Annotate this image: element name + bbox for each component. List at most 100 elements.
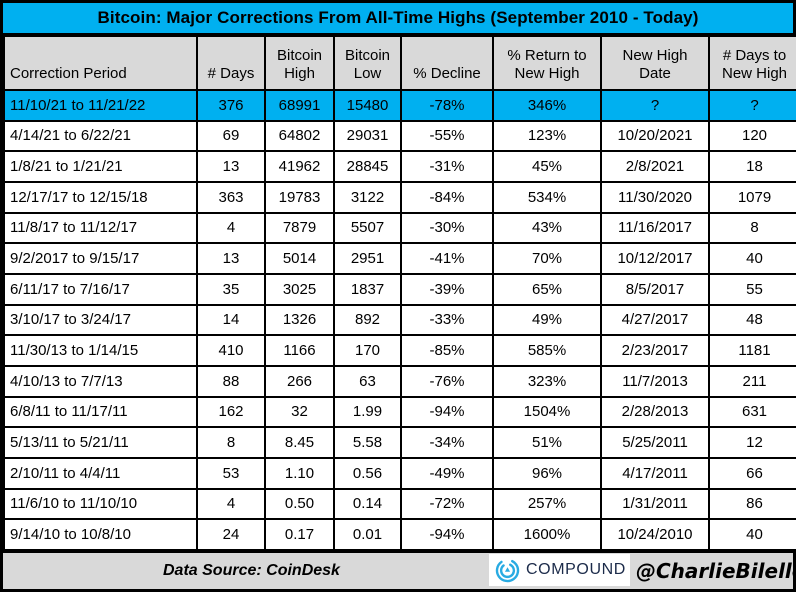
- value-cell: -33%: [400, 303, 494, 337]
- value-cell: -34%: [400, 426, 494, 459]
- value-cell: ?: [708, 89, 796, 122]
- value-cell: 0.14: [333, 487, 402, 521]
- table-row: 11/8/17 to 11/12/17 4 7879 5507 -30% 43% 11/16…: [3, 211, 796, 245]
- value-cell: 8: [708, 211, 796, 245]
- correction-period-cell: 5/13/11 to 5/21/11: [3, 426, 198, 459]
- value-cell: 1.10: [264, 456, 335, 490]
- value-cell: -85%: [400, 334, 494, 367]
- value-cell: 4/17/2011: [600, 456, 710, 490]
- table-row: 6/11/17 to 7/16/17 35 3025 1837 -39% 65% 8/5/2…: [3, 272, 796, 306]
- correction-period-cell: 9/14/10 to 10/8/10: [3, 518, 198, 551]
- value-cell: 35: [196, 272, 266, 306]
- value-cell: 123%: [492, 119, 602, 153]
- value-cell: -94%: [400, 518, 494, 551]
- value-cell: 40: [708, 242, 796, 275]
- column-header-num-days: # Days: [196, 35, 266, 91]
- value-cell: -55%: [400, 119, 494, 153]
- value-cell: 2/28/2013: [600, 395, 710, 429]
- table-row: 2/10/11 to 4/4/11 53 1.10 0.56 -49% 96% 4/17/2…: [3, 456, 796, 490]
- value-cell: 55: [708, 272, 796, 306]
- correction-period-cell: 11/10/21 to 11/21/22: [3, 89, 198, 122]
- value-cell: 24: [196, 518, 266, 551]
- table-row: 4/10/13 to 7/7/13 88 266 63 -76% 323% 11/7/201…: [3, 364, 796, 398]
- value-cell: 15480: [333, 89, 402, 122]
- table-row: 9/14/10 to 10/8/10 24 0.17 0.01 -94% 1600% 10/…: [3, 518, 796, 551]
- value-cell: 70%: [492, 242, 602, 275]
- value-cell: 41962: [264, 150, 335, 183]
- value-cell: 13: [196, 150, 266, 183]
- header-row: Correction Period # Days Bitcoin High Bi…: [3, 35, 796, 91]
- value-cell: 8.45: [264, 426, 335, 459]
- value-cell: 96%: [492, 456, 602, 490]
- value-cell: 162: [196, 395, 266, 429]
- value-cell: -78%: [400, 89, 494, 122]
- compound-c-icon: [494, 557, 521, 584]
- value-cell: 346%: [492, 89, 602, 122]
- title-bar: Bitcoin: Major Corrections From All-Time…: [3, 3, 793, 35]
- value-cell: -39%: [400, 272, 494, 306]
- value-cell: 7879: [264, 211, 335, 245]
- value-cell: 49%: [492, 303, 602, 337]
- value-cell: 12: [708, 426, 796, 459]
- value-cell: -41%: [400, 242, 494, 275]
- correction-period-cell: 12/17/17 to 12/15/18: [3, 180, 198, 214]
- twitter-handle: @CharlieBilello: [636, 559, 796, 583]
- column-header-pct-decline: % Decline: [400, 35, 494, 91]
- column-header-correction-period: Correction Period: [3, 35, 198, 91]
- correction-period-cell: 9/2/2017 to 9/15/17: [3, 242, 198, 275]
- value-cell: 1600%: [492, 518, 602, 551]
- value-cell: 1181: [708, 334, 796, 367]
- table-row: 6/8/11 to 11/17/11 162 32 1.99 -94% 1504% 2/28…: [3, 395, 796, 429]
- value-cell: 45%: [492, 150, 602, 183]
- value-cell: 0.56: [333, 456, 402, 490]
- table-row: 11/30/13 to 1/14/15 410 1166 170 -85% 585% 2/2…: [3, 334, 796, 367]
- value-cell: 257%: [492, 487, 602, 521]
- value-cell: 2/8/2021: [600, 150, 710, 183]
- correction-period-cell: 2/10/11 to 4/4/11: [3, 456, 198, 490]
- value-cell: 4/27/2017: [600, 303, 710, 337]
- table-row: 1/8/21 to 1/21/21 13 41962 28845 -31% 45% 2/8/…: [3, 150, 796, 183]
- table-row: 3/10/17 to 3/24/17 14 1326 892 -33% 49% 4/27/2…: [3, 303, 796, 337]
- value-cell: 266: [264, 364, 335, 398]
- value-cell: 10/24/2010: [600, 518, 710, 551]
- value-cell: 2951: [333, 242, 402, 275]
- value-cell: 1.99: [333, 395, 402, 429]
- value-cell: 8: [196, 426, 266, 459]
- value-cell: 631: [708, 395, 796, 429]
- correction-period-cell: 4/14/21 to 6/22/21: [3, 119, 198, 153]
- value-cell: 1166: [264, 334, 335, 367]
- value-cell: 585%: [492, 334, 602, 367]
- footer: Data Source: CoinDesk COMPOUND @CharlieB…: [3, 551, 796, 589]
- correction-period-cell: 11/30/13 to 1/14/15: [3, 334, 198, 367]
- value-cell: 66: [708, 456, 796, 490]
- value-cell: 0.50: [264, 487, 335, 521]
- value-cell: 48: [708, 303, 796, 337]
- value-cell: -49%: [400, 456, 494, 490]
- value-cell: 19783: [264, 180, 335, 214]
- data-source-label: Data Source: CoinDesk: [163, 562, 340, 579]
- value-cell: 11/7/2013: [600, 364, 710, 398]
- value-cell: 51%: [492, 426, 602, 459]
- column-header-days-to-new-high: # Days to New High: [708, 35, 796, 91]
- value-cell: 4: [196, 211, 266, 245]
- value-cell: 68991: [264, 89, 335, 122]
- value-cell: 14: [196, 303, 266, 337]
- value-cell: 5014: [264, 242, 335, 275]
- correction-period-cell: 3/10/17 to 3/24/17: [3, 303, 198, 337]
- value-cell: 376: [196, 89, 266, 122]
- column-header-bitcoin-low: Bitcoin Low: [333, 35, 402, 91]
- column-header-bitcoin-high: Bitcoin High: [264, 35, 335, 91]
- value-cell: 10/12/2017: [600, 242, 710, 275]
- column-header-new-high-date: New High Date: [600, 35, 710, 91]
- correction-period-cell: 11/8/17 to 11/12/17: [3, 211, 198, 245]
- value-cell: ?: [600, 89, 710, 122]
- correction-period-cell: 11/6/10 to 11/10/10: [3, 487, 198, 521]
- value-cell: 10/20/2021: [600, 119, 710, 153]
- value-cell: 4: [196, 487, 266, 521]
- corrections-table: Correction Period # Days Bitcoin High Bi…: [3, 35, 796, 551]
- table-row: 4/14/21 to 6/22/21 69 64802 29031 -55% 123% 10…: [3, 119, 796, 153]
- column-header-pct-return-to-new-high: % Return to New High: [492, 35, 602, 91]
- table-row: 11/10/21 to 11/21/22 376 68991 15480 -78% 346…: [3, 89, 796, 122]
- table-row: 12/17/17 to 12/15/18 363 19783 3122 -84% 534%…: [3, 180, 796, 214]
